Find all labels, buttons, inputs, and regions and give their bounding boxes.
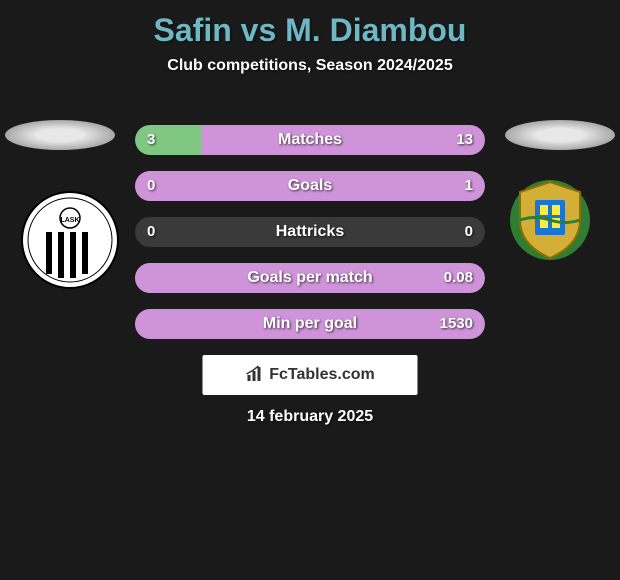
club1-logo: LASK — [20, 190, 120, 290]
brand-box: FcTables.com — [203, 355, 418, 395]
date-text: 14 february 2025 — [0, 408, 620, 426]
stat-row-hattricks: 0 Hattricks 0 — [135, 217, 485, 247]
vs-text: vs — [241, 12, 277, 48]
stat-row-goals-per-match: Goals per match 0.08 — [135, 263, 485, 293]
stat-row-min-per-goal: Min per goal 1530 — [135, 309, 485, 339]
svg-text:LASK: LASK — [60, 217, 79, 224]
stat-row-goals: 0 Goals 1 — [135, 171, 485, 201]
stat-row-matches: 3 Matches 13 — [135, 125, 485, 155]
stat-value-right: 1 — [465, 171, 473, 201]
stat-label: Hattricks — [135, 217, 485, 247]
player1-name: Safin — [154, 12, 232, 48]
stat-label: Min per goal — [135, 309, 485, 339]
comparison-title: Safin vs M. Diambou — [0, 0, 620, 49]
stat-label: Goals per match — [135, 263, 485, 293]
player1-avatar — [5, 120, 115, 150]
stat-label: Matches — [135, 125, 485, 155]
brand-text: FcTables.com — [269, 366, 375, 384]
player2-name: M. Diambou — [285, 12, 466, 48]
stat-value-right: 1530 — [440, 309, 473, 339]
subtitle-text: Club competitions, Season 2024/2025 — [0, 57, 620, 75]
stat-value-right: 13 — [456, 125, 473, 155]
stat-value-right: 0.08 — [444, 263, 473, 293]
chart-icon — [245, 365, 265, 386]
stat-label: Goals — [135, 171, 485, 201]
stat-value-right: 0 — [465, 217, 473, 247]
club2-logo — [500, 170, 600, 270]
stats-container: 3 Matches 13 0 Goals 1 0 Hattricks 0 Goa… — [135, 125, 485, 355]
player2-avatar — [505, 120, 615, 150]
